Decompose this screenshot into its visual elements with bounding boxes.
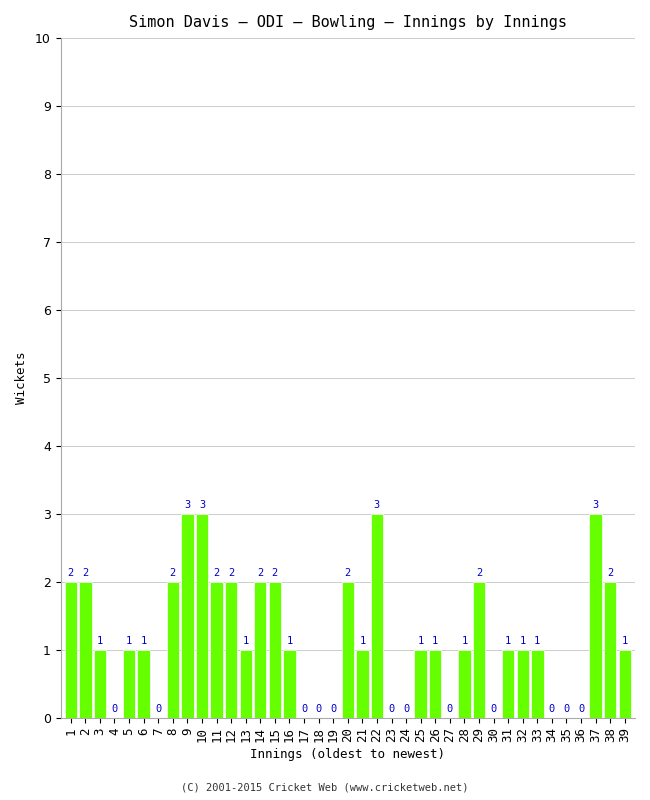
Text: 3: 3 (184, 501, 190, 510)
Text: 1: 1 (417, 636, 424, 646)
Text: 0: 0 (111, 704, 118, 714)
Bar (531, 650, 543, 718)
Text: 3: 3 (593, 501, 599, 510)
X-axis label: Innings (oldest to newest): Innings (oldest to newest) (250, 748, 445, 761)
Bar (356, 650, 369, 718)
Text: 2: 2 (228, 569, 234, 578)
Text: 0: 0 (549, 704, 555, 714)
Text: 1: 1 (140, 636, 147, 646)
Bar (94, 650, 106, 718)
Text: 2: 2 (213, 569, 220, 578)
Text: 2: 2 (476, 569, 482, 578)
Text: 0: 0 (491, 704, 497, 714)
Bar (268, 582, 281, 718)
Text: 2: 2 (272, 569, 278, 578)
Text: 3: 3 (374, 501, 380, 510)
Text: 1: 1 (126, 636, 132, 646)
Y-axis label: Wickets: Wickets (15, 352, 28, 404)
Bar (239, 650, 252, 718)
Text: 1: 1 (242, 636, 249, 646)
Bar (604, 582, 616, 718)
Text: 1: 1 (359, 636, 365, 646)
Text: (C) 2001-2015 Cricket Web (www.cricketweb.net): (C) 2001-2015 Cricket Web (www.cricketwe… (181, 782, 469, 792)
Bar (137, 650, 150, 718)
Text: 0: 0 (301, 704, 307, 714)
Text: 1: 1 (462, 636, 467, 646)
Bar (123, 650, 135, 718)
Bar (64, 582, 77, 718)
Bar (254, 582, 266, 718)
Bar (619, 650, 631, 718)
Text: 1: 1 (534, 636, 540, 646)
Text: 3: 3 (199, 501, 205, 510)
Bar (211, 582, 223, 718)
Bar (79, 582, 92, 718)
Text: 1: 1 (97, 636, 103, 646)
Text: 2: 2 (82, 569, 88, 578)
Text: 2: 2 (344, 569, 351, 578)
Text: 0: 0 (389, 704, 395, 714)
Text: 1: 1 (519, 636, 526, 646)
Text: 0: 0 (447, 704, 453, 714)
Bar (590, 514, 602, 718)
Bar (502, 650, 514, 718)
Bar (370, 514, 383, 718)
Text: 0: 0 (315, 704, 322, 714)
Text: 0: 0 (564, 704, 569, 714)
Text: 0: 0 (578, 704, 584, 714)
Text: 0: 0 (330, 704, 336, 714)
Text: 1: 1 (287, 636, 292, 646)
Bar (225, 582, 237, 718)
Bar (429, 650, 441, 718)
Bar (181, 514, 194, 718)
Bar (341, 582, 354, 718)
Text: 1: 1 (621, 636, 628, 646)
Bar (283, 650, 296, 718)
Bar (458, 650, 471, 718)
Text: 1: 1 (432, 636, 438, 646)
Text: 2: 2 (68, 569, 74, 578)
Text: 1: 1 (505, 636, 512, 646)
Title: Simon Davis – ODI – Bowling – Innings by Innings: Simon Davis – ODI – Bowling – Innings by… (129, 15, 567, 30)
Bar (166, 582, 179, 718)
Text: 0: 0 (155, 704, 161, 714)
Bar (415, 650, 427, 718)
Text: 2: 2 (257, 569, 263, 578)
Text: 2: 2 (607, 569, 614, 578)
Text: 2: 2 (170, 569, 176, 578)
Bar (517, 650, 529, 718)
Text: 0: 0 (403, 704, 410, 714)
Bar (196, 514, 208, 718)
Bar (473, 582, 485, 718)
